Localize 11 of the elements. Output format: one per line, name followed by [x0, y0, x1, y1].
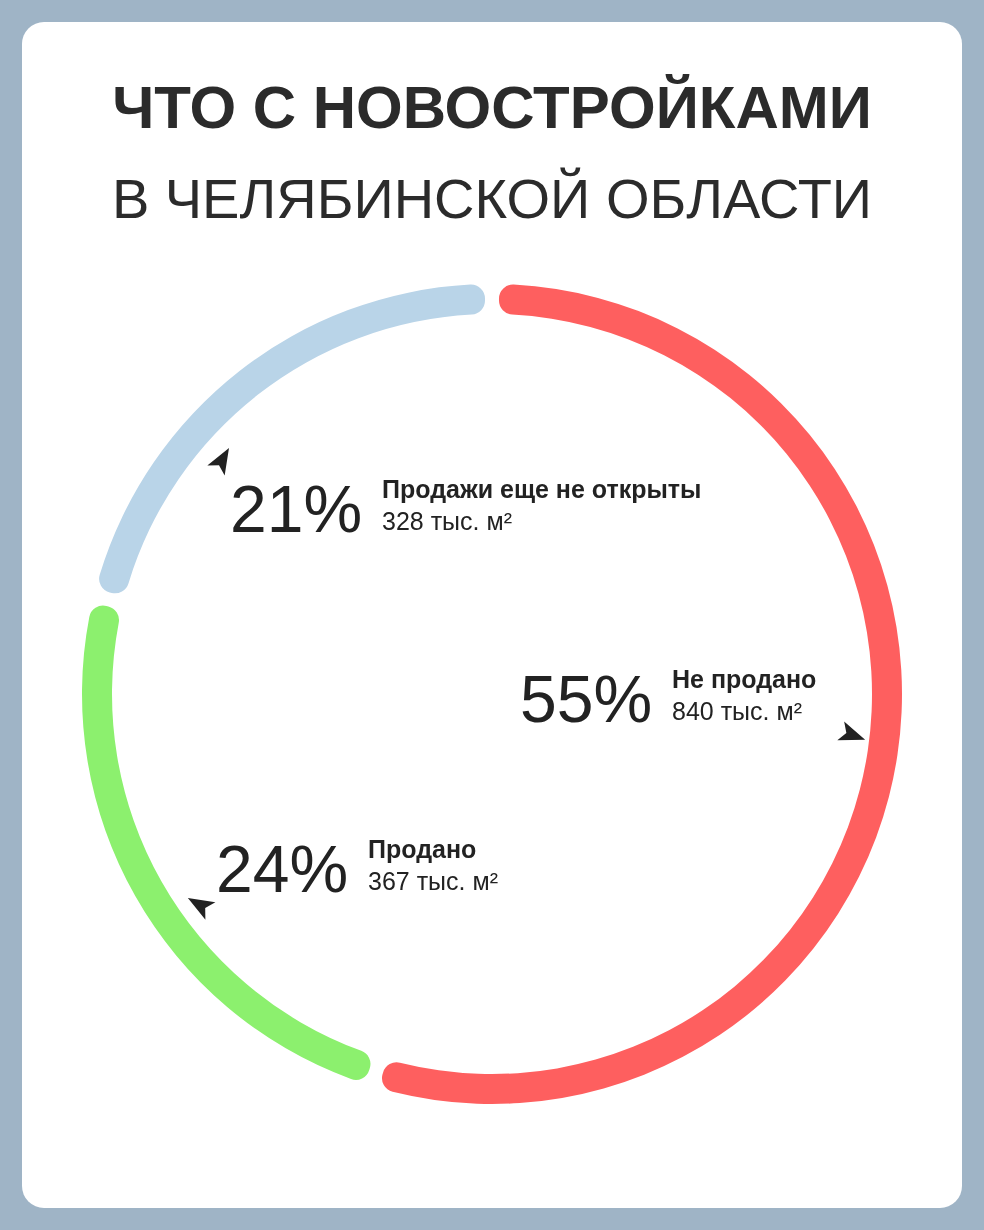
data-label: 24% — [216, 832, 349, 906]
slice-label: Не продано — [672, 665, 817, 693]
data-label: 55% — [520, 662, 653, 736]
chart-subtitle: В ЧЕЛЯБИНСКОЙ ОБЛАСТИ — [111, 167, 873, 230]
data-label: 21% — [230, 472, 363, 546]
slice-label: Продажи еще не открыты — [382, 475, 702, 503]
text: 840 тыс. м² — [672, 697, 802, 725]
slice-label: Продано — [368, 835, 477, 863]
chart-title: ЧТО С НОВОСТРОЙКАМИ — [112, 74, 872, 141]
text: 367 тыс. м² — [368, 867, 498, 895]
text: 328 тыс. м² — [382, 507, 512, 535]
